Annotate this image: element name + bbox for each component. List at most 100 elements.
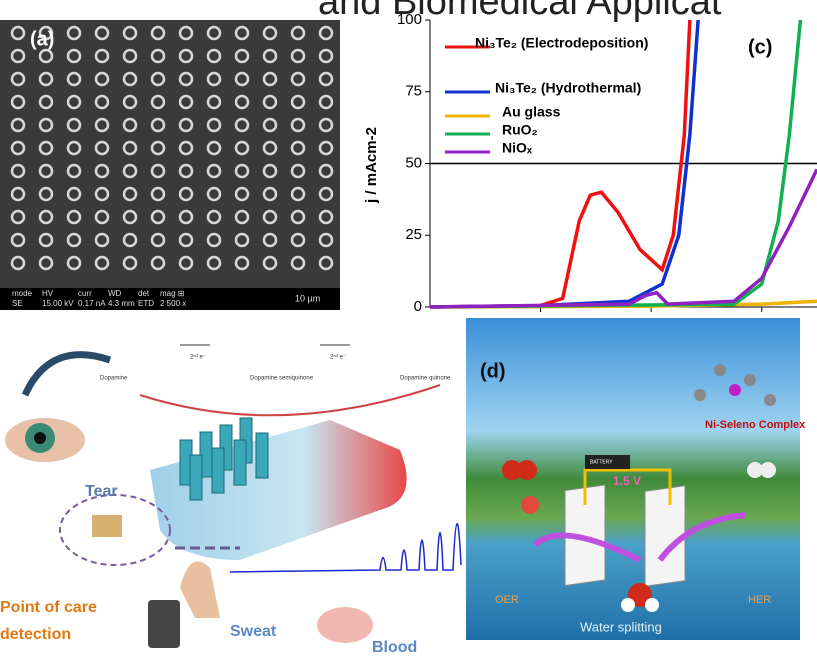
pore bbox=[150, 209, 166, 225]
pore bbox=[10, 163, 26, 179]
illustration bbox=[502, 364, 776, 612]
page-title: and Biomedical Applicat bbox=[318, 0, 722, 23]
pore bbox=[318, 209, 334, 225]
pore bbox=[66, 255, 82, 271]
pore bbox=[10, 25, 26, 41]
pore bbox=[66, 71, 82, 87]
pore bbox=[318, 71, 334, 87]
pore bbox=[206, 232, 222, 248]
pore bbox=[122, 25, 138, 41]
pore bbox=[262, 117, 278, 133]
info-header: mode bbox=[12, 289, 33, 298]
pore bbox=[150, 94, 166, 110]
pore bbox=[38, 255, 54, 271]
pore bbox=[122, 71, 138, 87]
y-tick-label: 100 bbox=[397, 11, 422, 28]
pore bbox=[66, 25, 82, 41]
info-header: curr bbox=[78, 289, 92, 298]
pore bbox=[38, 25, 54, 41]
pore bbox=[206, 163, 222, 179]
pore bbox=[38, 186, 54, 202]
pore bbox=[150, 117, 166, 133]
pore bbox=[66, 209, 82, 225]
panel-label: (c) bbox=[748, 36, 772, 58]
pore bbox=[234, 71, 250, 87]
pore bbox=[318, 186, 334, 202]
pore bbox=[206, 94, 222, 110]
pore bbox=[290, 255, 306, 271]
y-axis-label: j / mAcm-2 bbox=[363, 127, 380, 204]
pore bbox=[10, 48, 26, 64]
legend-label: RuO₂ bbox=[502, 122, 538, 138]
label: BATTERY bbox=[590, 459, 613, 465]
pore bbox=[66, 232, 82, 248]
pore bbox=[178, 71, 194, 87]
pore bbox=[122, 94, 138, 110]
pore bbox=[262, 25, 278, 41]
pore bbox=[290, 232, 306, 248]
pore bbox=[94, 209, 110, 225]
pore bbox=[38, 94, 54, 110]
pore bbox=[150, 255, 166, 271]
label: Water splitting bbox=[580, 619, 662, 634]
pore bbox=[318, 232, 334, 248]
molecule: Dopamine bbox=[100, 376, 128, 382]
pore bbox=[290, 48, 306, 64]
pore bbox=[318, 117, 334, 133]
pore bbox=[150, 186, 166, 202]
pore bbox=[10, 255, 26, 271]
pore bbox=[178, 140, 194, 156]
step-label: 2ⁿᵈ e⁻ bbox=[330, 354, 346, 361]
pore bbox=[38, 209, 54, 225]
pore bbox=[94, 25, 110, 41]
legend-label: Au glass bbox=[502, 104, 561, 120]
info-value: 2 500 x bbox=[160, 299, 186, 308]
molecule: Dopamine quinone bbox=[400, 376, 451, 382]
info-value: 4.3 mm bbox=[108, 299, 135, 308]
pore bbox=[290, 186, 306, 202]
pore bbox=[178, 117, 194, 133]
pore bbox=[38, 117, 54, 133]
pore bbox=[66, 140, 82, 156]
pore bbox=[10, 209, 26, 225]
pore bbox=[10, 140, 26, 156]
sem-image bbox=[0, 20, 340, 292]
pore bbox=[178, 94, 194, 110]
pore bbox=[94, 186, 110, 202]
pore bbox=[262, 140, 278, 156]
pore bbox=[206, 25, 222, 41]
pore bbox=[10, 186, 26, 202]
pore bbox=[150, 163, 166, 179]
y-tick-label: 25 bbox=[405, 226, 422, 243]
pore bbox=[262, 186, 278, 202]
pore bbox=[122, 140, 138, 156]
pore bbox=[318, 140, 334, 156]
pore bbox=[38, 163, 54, 179]
legend-label: NiOₓ bbox=[502, 140, 533, 156]
pore bbox=[234, 48, 250, 64]
pore bbox=[290, 94, 306, 110]
pore bbox=[234, 232, 250, 248]
pore bbox=[66, 48, 82, 64]
pore bbox=[234, 140, 250, 156]
schematic bbox=[5, 351, 462, 648]
info-bar bbox=[0, 288, 340, 310]
pore bbox=[94, 232, 110, 248]
pore bbox=[66, 163, 82, 179]
pore bbox=[94, 48, 110, 64]
pore bbox=[94, 140, 110, 156]
step-label: 2ⁿᵈ e⁻ bbox=[190, 354, 206, 361]
info-value: 0.17 nA bbox=[78, 299, 106, 308]
info-value: ETD bbox=[138, 299, 154, 308]
pore bbox=[206, 117, 222, 133]
panel-label: (a) bbox=[30, 28, 54, 50]
pore bbox=[234, 186, 250, 202]
pore bbox=[318, 25, 334, 41]
pore bbox=[178, 48, 194, 64]
label: Blood bbox=[372, 639, 417, 656]
info-value: 15.00 kV bbox=[42, 299, 74, 308]
info-header: HV bbox=[42, 289, 54, 298]
pore bbox=[206, 71, 222, 87]
pore bbox=[234, 117, 250, 133]
